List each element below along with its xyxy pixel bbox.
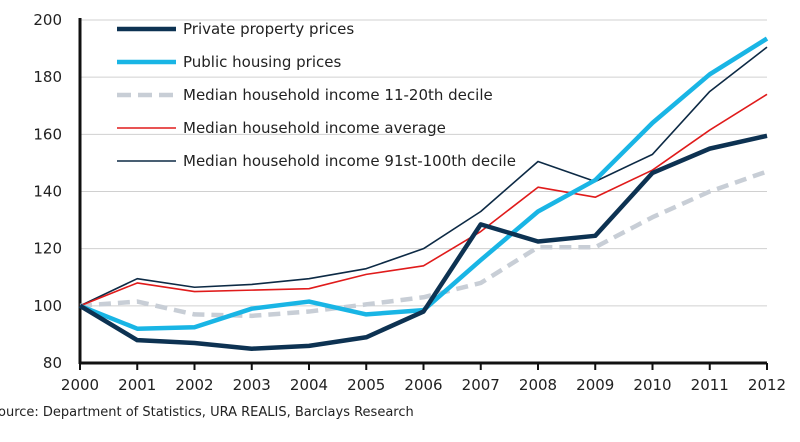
x-tick-label: 2010 — [633, 376, 671, 394]
x-tick-label: 2001 — [118, 376, 156, 394]
y-tick-label: 80 — [43, 354, 62, 372]
legend-label: Median household income average — [183, 119, 446, 137]
legend-label: Median household income 91st-100th decil… — [183, 152, 516, 170]
series-line-2 — [79, 169, 768, 319]
y-tick-label: 120 — [33, 240, 62, 258]
x-tick-label: 2004 — [290, 376, 328, 394]
legend-label: Private property prices — [183, 20, 354, 38]
x-tick-label: 2009 — [576, 376, 614, 394]
y-tick-label: 200 — [33, 11, 62, 29]
x-tick-label: 2012 — [748, 376, 786, 394]
x-tick-label: 2006 — [404, 376, 442, 394]
source-note: ource: Department of Statistics, URA REA… — [0, 405, 414, 420]
legend-label: Median household income 11-20th decile — [183, 86, 493, 104]
y-tick-label: 140 — [33, 183, 62, 201]
x-tick-label: 2007 — [462, 376, 500, 394]
x-tick-label: 2003 — [233, 376, 271, 394]
x-tick-label: 2011 — [691, 376, 729, 394]
x-tick-label: 2008 — [519, 376, 557, 394]
y-tick-label: 160 — [33, 125, 62, 143]
x-tick-label: 2005 — [347, 376, 385, 394]
y-tick-label: 100 — [33, 297, 62, 315]
y-tick-label: 180 — [33, 68, 62, 86]
x-tick-label: 2000 — [61, 376, 99, 394]
legend-label: Public housing prices — [183, 53, 341, 71]
x-tick-label: 2002 — [175, 376, 213, 394]
